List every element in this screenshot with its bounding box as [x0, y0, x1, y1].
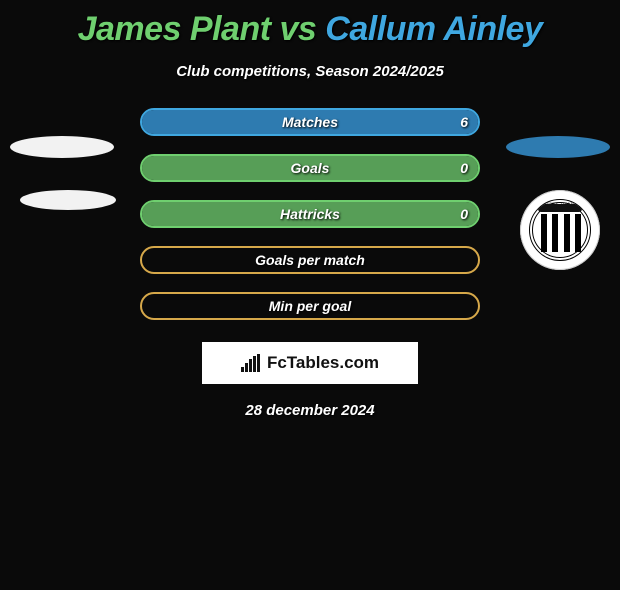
- stat-row: Min per goal: [140, 292, 480, 320]
- title-player2: Callum Ainley: [325, 10, 542, 48]
- stat-row: Matches6: [140, 108, 480, 136]
- subtitle: Club competitions, Season 2024/2025: [0, 63, 620, 80]
- stat-fill: [142, 110, 478, 134]
- stat-row: Hattricks0: [140, 200, 480, 228]
- stat-label: Goals per match: [142, 252, 478, 268]
- stat-row: Goals0: [140, 154, 480, 182]
- brand-box: FcTables.com: [202, 342, 418, 384]
- stat-rows: Matches6 Goals0 Hattricks0 Goals per match M…: [140, 108, 480, 320]
- title-vs: vs: [280, 10, 317, 48]
- brand-logo-icon: [241, 354, 263, 372]
- page-title: James Plant vs Callum Ainley: [0, 10, 620, 49]
- stat-fill: [142, 156, 478, 180]
- stat-fill: [142, 202, 478, 226]
- stat-row: Goals per match: [140, 246, 480, 274]
- brand-text: FcTables.com: [267, 353, 379, 373]
- stat-label: Min per goal: [142, 298, 478, 314]
- date-stamp: 28 december 2024: [0, 402, 620, 419]
- title-player1: James Plant: [78, 10, 271, 48]
- stats-area: Matches6 Goals0 Hattricks0 Goals per match M…: [0, 108, 620, 320]
